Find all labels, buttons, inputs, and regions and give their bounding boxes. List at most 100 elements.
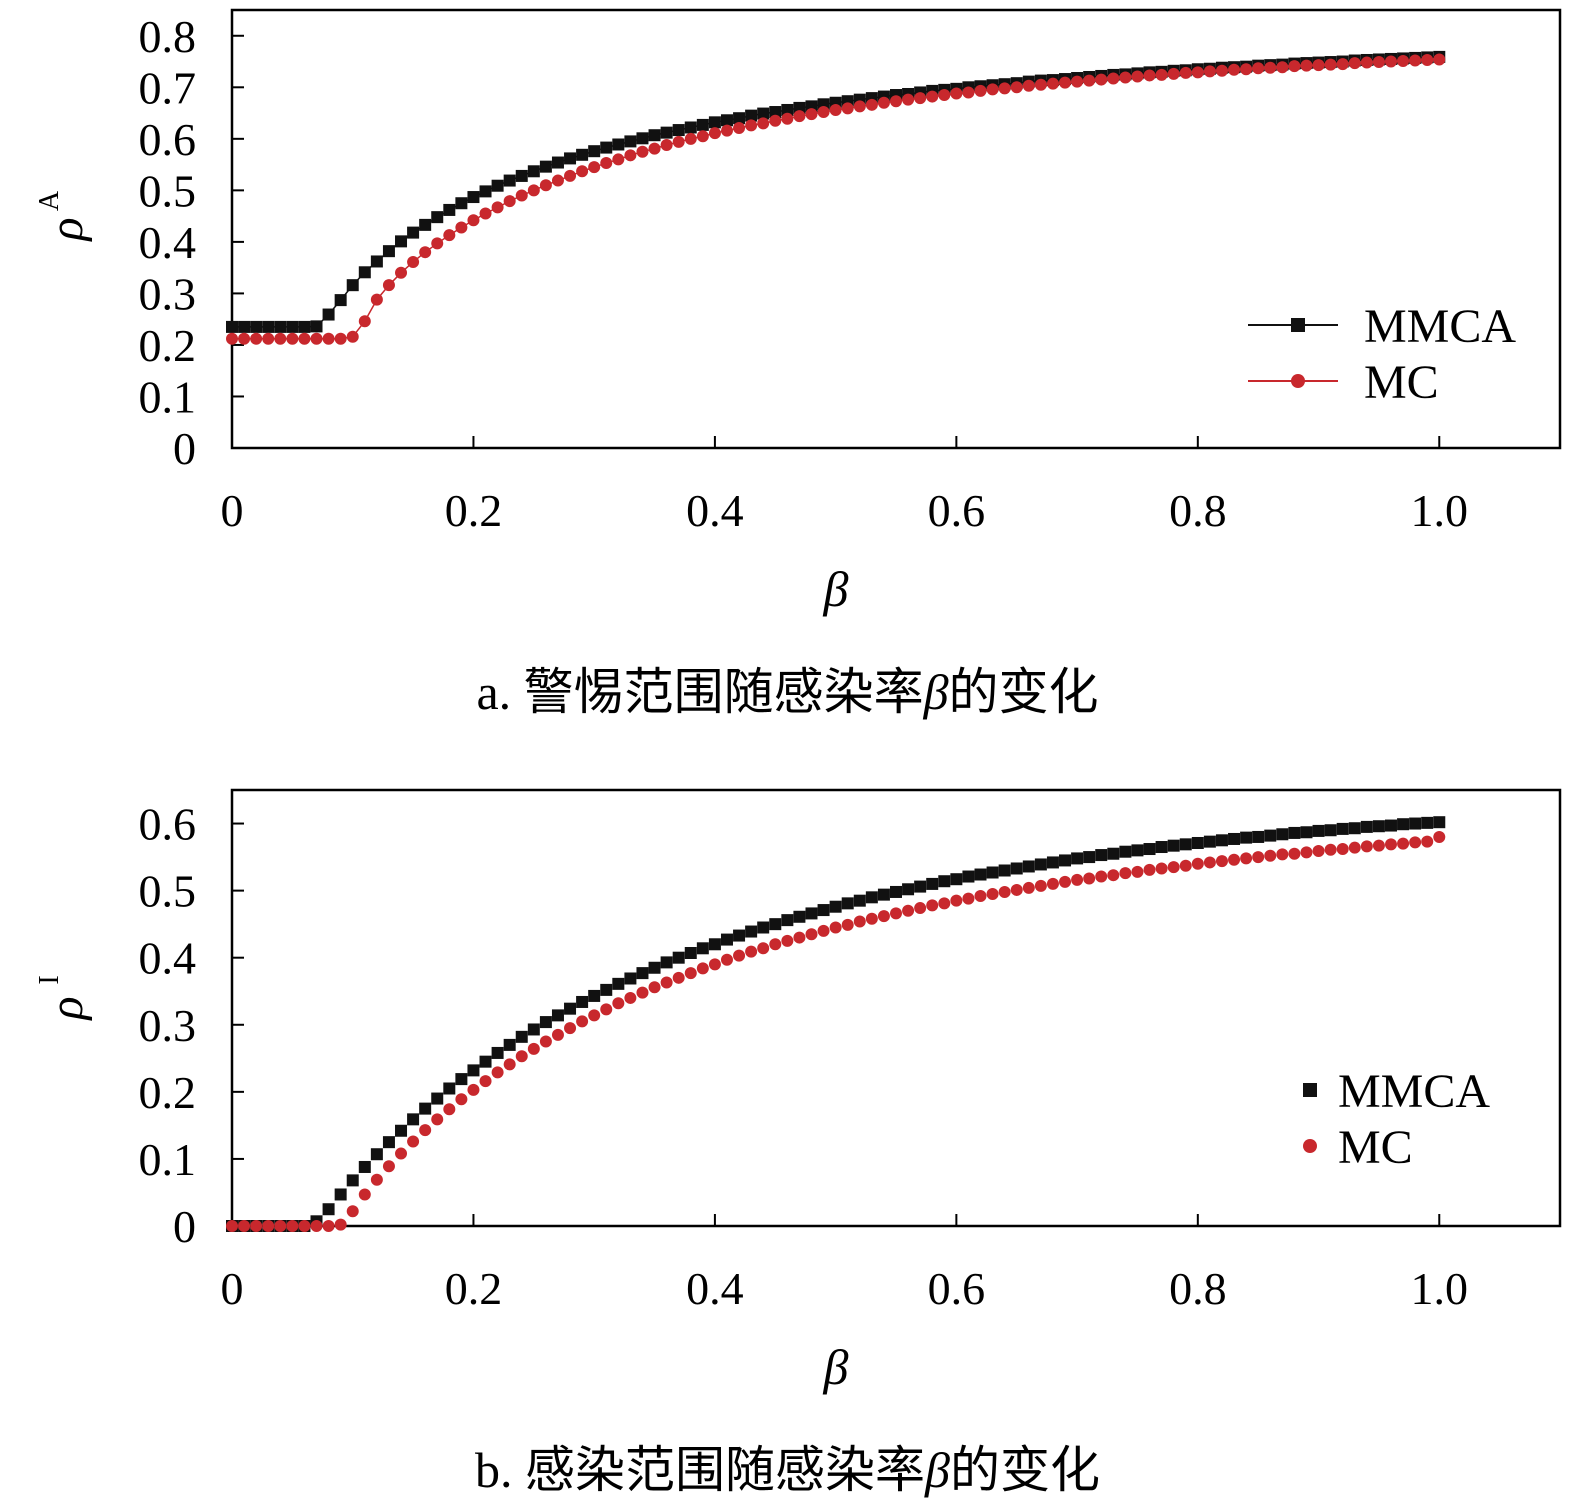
b-point-mc <box>1264 849 1277 862</box>
b-point-mc <box>1276 848 1289 861</box>
a-point-mmca <box>527 165 540 178</box>
b-point-mc <box>262 1220 275 1232</box>
b-point-mc <box>781 934 794 947</box>
b-point-mc <box>527 1042 540 1055</box>
b-point-mc <box>382 1160 395 1173</box>
b-x-tick-label: 1.0 <box>1411 1263 1469 1314</box>
a-point-mmca <box>612 138 625 151</box>
b-point-mc <box>648 981 661 994</box>
a-point-mc <box>950 87 963 100</box>
a-x-tick-label: 0.8 <box>1169 485 1227 536</box>
a-point-mc <box>238 332 251 345</box>
b-point-mc <box>720 953 733 966</box>
a-point-mmca <box>286 320 299 333</box>
b-x-tick-label: 0.6 <box>928 1263 986 1314</box>
a-point-mc <box>419 246 432 259</box>
b-point-mc <box>1215 855 1228 868</box>
b-point-mc <box>636 986 649 999</box>
caption-b-symbol: β <box>925 1442 950 1498</box>
b-point-mc <box>1167 861 1180 874</box>
a-point-mc <box>1167 67 1180 80</box>
a-point-mmca <box>745 109 758 122</box>
b-point-mc <box>769 938 782 951</box>
a-point-mc <box>986 83 999 96</box>
a-point-mc <box>720 124 733 137</box>
a-point-mmca <box>298 320 311 333</box>
b-point-mmca <box>841 897 854 910</box>
b-point-mc <box>829 921 842 934</box>
a-point-mc <box>938 89 951 102</box>
a-legend-label: MC <box>1364 356 1439 409</box>
a-point-mc <box>962 86 975 99</box>
a-point-mmca <box>515 169 528 182</box>
a-point-mc <box>358 315 371 328</box>
a-x-tick-label: 0 <box>221 485 244 536</box>
b-point-mc <box>1384 838 1397 851</box>
b-series-mmca <box>226 816 1446 1232</box>
a-point-mc <box>455 221 468 234</box>
a-legend-marker <box>1291 318 1305 332</box>
a-point-mc <box>1203 65 1216 78</box>
b-point-mc <box>902 904 915 917</box>
b-point-mc <box>467 1083 480 1096</box>
b-point-mc <box>370 1173 383 1186</box>
b-point-mc <box>322 1220 335 1232</box>
b-point-mmca <box>1228 832 1241 845</box>
b-point-mmca <box>419 1102 432 1115</box>
a-y-tick-label: 0.7 <box>139 62 197 113</box>
caption-b: b. 感染范围随感染率β的变化 <box>0 1430 1575 1502</box>
a-y-tick-label: 0.3 <box>139 268 197 319</box>
a-point-mc <box>612 153 625 166</box>
a-point-mc <box>660 139 673 152</box>
b-point-mmca <box>974 868 987 881</box>
a-point-mc <box>684 132 697 145</box>
b-x-tick-label: 0 <box>221 1263 244 1314</box>
a-point-mmca <box>395 235 408 248</box>
a-point-mc <box>286 332 299 345</box>
b-point-mmca <box>1119 845 1132 858</box>
a-point-mc <box>745 119 758 132</box>
b-point-mmca <box>539 1016 552 1029</box>
a-point-mc <box>781 112 794 125</box>
a-point-mc <box>769 114 782 127</box>
b-point-mmca <box>395 1124 408 1137</box>
a-point-mc <box>1022 79 1035 92</box>
a-point-mmca <box>334 294 347 307</box>
b-point-mmca <box>648 961 661 974</box>
b-point-mmca <box>479 1055 492 1068</box>
b-plot-frame <box>230 788 1562 1228</box>
b-point-mmca <box>829 900 842 913</box>
a-point-mc <box>1179 66 1192 79</box>
a-x-tick-label: 1.0 <box>1411 485 1469 536</box>
b-point-mc <box>1252 851 1265 864</box>
a-y-tick-label: 0.8 <box>139 11 197 62</box>
b-point-mc <box>1348 841 1361 854</box>
a-point-mc <box>1143 69 1156 82</box>
a-point-mc <box>817 106 830 119</box>
b-y-axis-label: ρ <box>40 996 93 1021</box>
a-legend-marker <box>1291 374 1305 388</box>
a-point-mc <box>1107 72 1120 85</box>
b-point-mmca <box>938 875 951 888</box>
a-point-mmca <box>720 114 733 127</box>
a-point-mmca <box>382 245 395 258</box>
a-point-mc <box>926 90 939 103</box>
a-point-mmca <box>250 320 263 333</box>
a-point-mmca <box>274 320 287 333</box>
caption-b-suffix: 的变化 <box>949 1442 1100 1498</box>
a-y-tick-label: 0.4 <box>139 217 197 268</box>
b-point-mc <box>1191 857 1204 870</box>
a-point-mc <box>1034 78 1047 91</box>
b-point-mc <box>624 991 637 1004</box>
a-point-mc <box>551 174 564 187</box>
b-point-mmca <box>407 1113 420 1126</box>
a-point-mc <box>733 122 746 135</box>
a-point-mc <box>467 214 480 227</box>
a-point-mc <box>1433 53 1446 66</box>
b-point-mc <box>1046 877 1059 890</box>
b-point-mmca <box>1372 820 1385 833</box>
b-point-mmca <box>491 1046 504 1059</box>
a-point-mmca <box>407 226 420 239</box>
